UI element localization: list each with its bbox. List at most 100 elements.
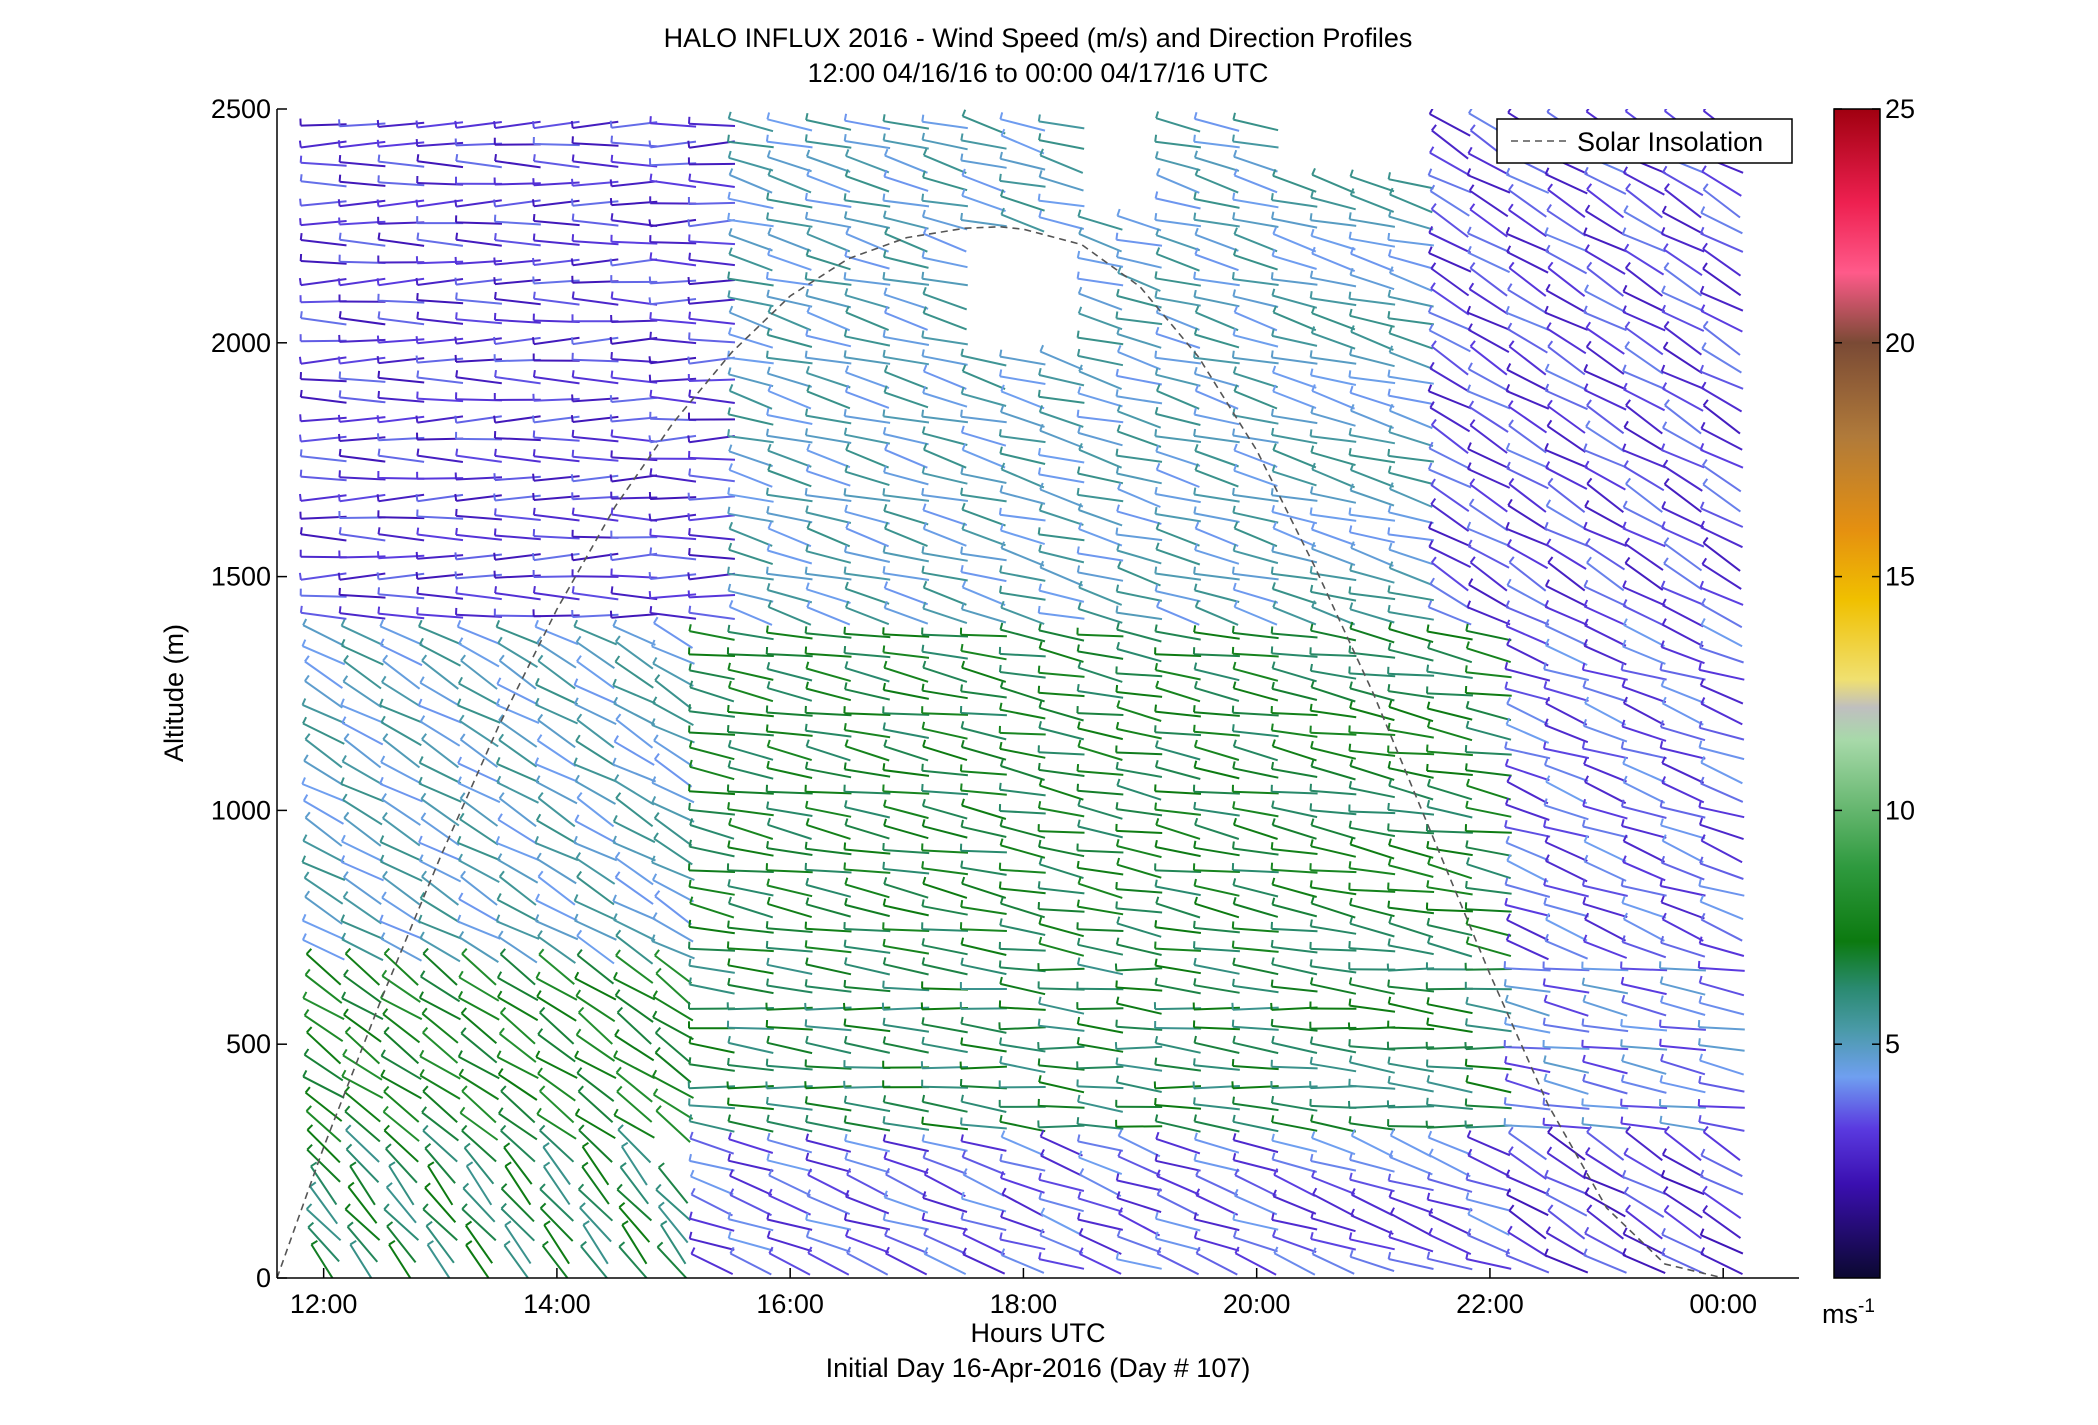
wind-barb-staff [1272,903,1318,918]
wind-barb-flag [340,619,346,627]
wind-barb-staff [767,1041,813,1055]
wind-barb-staff [805,927,852,933]
wind-barb-staff [339,317,386,326]
wind-barb-flag [1271,818,1276,826]
wind-barb-staff [1077,690,1124,699]
wind-barb-staff [650,179,697,188]
wind-barb-staff [1272,1158,1317,1173]
wind-barb-staff [729,389,773,410]
wind-barb-flag [960,1134,964,1142]
wind-barb-staff [1000,491,1046,505]
wind-barb-flag [455,448,459,456]
wind-barb-staff [383,1129,419,1163]
wind-barb-flag [1076,783,1079,791]
wind-barb-flag [532,291,536,299]
wind-barb-flag [1310,190,1314,198]
wind-barb-staff [1583,1175,1627,1196]
wind-barb-staff [1623,702,1665,726]
wind-barb-flag [1076,271,1080,279]
wind-barb-flag [1270,488,1274,496]
wind-barb-flag [1310,406,1315,414]
wind-barb-flag [962,1247,967,1255]
wind-barb-staff [883,355,930,366]
wind-barb-staff [845,1158,890,1174]
wind-barb-staff [302,840,345,864]
wind-barb-flag [765,1058,769,1066]
wind-barb-flag [344,1105,351,1113]
wind-barb-staff [417,317,464,325]
wind-barb-staff [1504,1062,1551,1074]
wind-barb-staff [1349,826,1396,838]
x-tick-label: 12:00 [290,1289,358,1319]
wind-barb-flag [1622,305,1627,313]
wind-barb-flag [1309,977,1314,985]
wind-barb-staff [883,1140,929,1153]
wind-barb-staff [1078,528,1123,547]
wind-barb-flag [727,1132,732,1140]
wind-barb-staff [1504,1046,1551,1050]
wind-barb-staff [1390,1213,1432,1237]
wind-barb-staff [382,660,421,690]
wind-barb-staff [1428,606,1472,626]
wind-barb-flag [846,1246,852,1254]
wind-barb-flag [806,443,811,451]
wind-barb-staff [456,514,502,521]
wind-barb-staff [844,768,891,778]
wind-barb-flag [619,1162,627,1168]
wind-barb-flag [1465,778,1470,786]
wind-barb-staff [922,1122,969,1131]
wind-barb-staff [615,857,654,886]
wind-barb-flag [1586,1125,1592,1133]
wind-barb-flag [535,893,540,901]
wind-barb-staff [650,258,697,267]
wind-barb-staff [961,1218,1007,1232]
wind-barb-flag [493,415,497,423]
wind-barb-flag [1544,638,1550,646]
wind-barb-staff [688,808,736,816]
wind-barb-flag [1348,427,1352,436]
wind-barb-staff [1273,1174,1316,1197]
wind-barb-staff [1349,810,1396,815]
wind-barb-staff [1544,764,1589,782]
wind-barb-flag [503,1240,511,1247]
wind-barb-flag [454,336,458,344]
wind-barb-flag [1543,1073,1548,1081]
wind-barb-staff [533,143,580,147]
wind-barb-staff [689,179,735,188]
wind-barb-flag [338,448,342,457]
wind-barb-flag [1077,503,1082,511]
wind-barb-flag [1271,1115,1275,1123]
wind-barb-staff [1621,967,1668,972]
wind-barb-staff [1038,1064,1085,1071]
wind-barb-flag [960,1037,964,1045]
wind-barb-staff [1506,780,1549,805]
wind-barb-flag [648,140,652,148]
wind-barb-staff [961,727,1007,741]
wind-barb-flag [344,1203,351,1210]
wind-barb-staff [1427,647,1473,664]
wind-barb-staff [533,436,580,442]
wind-barb-flag [582,1220,590,1226]
wind-barb-flag [455,586,459,594]
y-tick-label: 0 [256,1263,271,1293]
wind-barb-staff [805,1025,852,1032]
wind-barb-staff [806,174,851,193]
wind-barb-flag [843,1018,847,1026]
wind-barb-staff [1349,353,1395,368]
wind-barb-staff [1623,624,1665,647]
wind-barb-staff [1584,505,1626,530]
wind-barb-staff [961,746,1007,761]
wind-barb-flag [615,1066,622,1074]
wind-barb-flag [654,949,660,957]
wind-barb-flag [1077,306,1083,314]
wind-barb-flag [1309,919,1313,927]
wind-barb-staff [805,632,852,639]
wind-barb-flag [306,1124,314,1131]
wind-barb-staff [1116,238,1163,247]
wind-barb-flag [573,619,579,627]
wind-barb-staff [1310,1120,1357,1133]
wind-barb-flag [921,271,925,279]
wind-barb-flag [610,154,614,162]
wind-barb-flag [1271,505,1275,513]
wind-barb-staff [1426,769,1473,776]
